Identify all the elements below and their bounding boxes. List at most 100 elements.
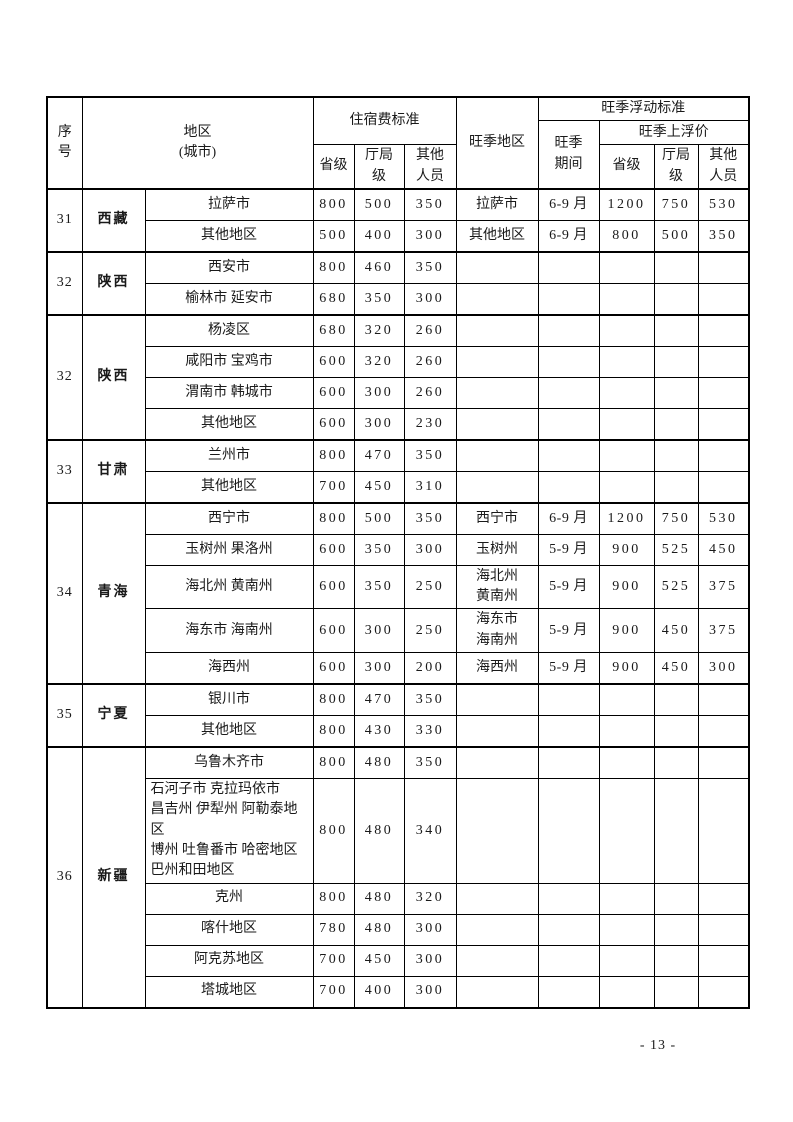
table-row: 33 甘肃 兰州市 800 470 350	[46, 439, 750, 504]
table-row: 榆林市 延安市 680 350 300	[47, 282, 750, 316]
peak-region-cell: 玉树州	[455, 533, 539, 566]
peak-period-cell	[537, 913, 600, 946]
table-row: 34 青海 西宁市 800 500 350 西宁市 6-9 月 1200 750 530	[46, 502, 750, 685]
header-peak-other-personnel: 其他 人员	[697, 144, 750, 190]
rate-bureau-cell: 320	[353, 345, 405, 378]
table-row: 其他地区 800 430 330	[47, 715, 750, 748]
row-number-cell: 34	[46, 502, 83, 685]
rate-bureau-cell: 480	[353, 913, 405, 946]
province-block: 34 青海 西宁市 800 500 350 西宁市 6-9 月 1200 750 530 玉树州 果洛…	[46, 502, 750, 685]
peak-region-cell	[455, 439, 539, 472]
rate-other-cell: 260	[403, 345, 457, 378]
peak-rate-provincial-cell	[598, 975, 655, 1009]
rate-provincial-cell: 800	[312, 439, 355, 472]
rate-provincial-cell: 600	[312, 407, 355, 441]
rate-bureau-cell: 480	[353, 778, 405, 884]
peak-rate-bureau-cell	[653, 913, 699, 946]
peak-period-cell	[537, 251, 600, 284]
rate-bureau-cell: 400	[353, 975, 405, 1009]
rate-bureau-cell: 350	[353, 282, 405, 316]
rate-other-cell: 300	[403, 282, 457, 316]
peak-rate-provincial-cell	[598, 407, 655, 441]
peak-rate-bureau-cell	[653, 407, 699, 441]
header-lodging-standard: 住宿费标准	[312, 96, 457, 146]
rate-bureau-cell: 350	[353, 564, 405, 610]
city-cell: 其他地区	[144, 219, 314, 253]
city-cell: 海北州 黄南州	[144, 564, 314, 610]
table-row: 36 新疆 乌鲁木齐市 800 480 350	[46, 746, 750, 1009]
peak-region-cell	[455, 470, 539, 504]
city-cell: 榆林市 延安市	[144, 282, 314, 316]
city-cell: 其他地区	[144, 407, 314, 441]
city-cell: 其他地区	[144, 470, 314, 504]
peak-rate-bureau-cell	[653, 470, 699, 504]
peak-rate-bureau-cell	[653, 746, 699, 780]
peak-rate-provincial-cell	[598, 439, 655, 472]
peak-rate-other-cell	[697, 746, 750, 780]
table-row: 海西州 600 300 200 海西州 5-9 月 900 450 300	[47, 652, 750, 685]
peak-rate-other-cell: 530	[697, 188, 750, 221]
peak-rate-bureau-cell	[653, 282, 699, 316]
peak-rate-provincial-cell	[598, 882, 655, 915]
peak-rate-provincial-cell	[598, 683, 655, 717]
peak-region-cell: 拉萨市	[455, 188, 539, 221]
rate-provincial-cell: 600	[312, 652, 355, 685]
peak-region-cell	[455, 407, 539, 441]
city-cell: 塔城地区	[144, 975, 314, 1009]
peak-rate-provincial-cell	[598, 470, 655, 504]
peak-rate-other-cell	[697, 376, 750, 409]
rate-bureau-cell: 400	[353, 219, 405, 253]
lodging-rate-table: 序 号 地区 (城市) 住宿费标准 旺季地区 旺季浮动标准 旺季 期间 旺季上浮…	[46, 96, 751, 1009]
rate-other-cell: 300	[403, 219, 457, 253]
peak-rate-bureau-cell	[653, 944, 699, 977]
rate-bureau-cell: 450	[353, 470, 405, 504]
city-cell: 其他地区	[144, 715, 314, 748]
peak-rate-bureau-cell: 750	[653, 502, 699, 535]
city-cell: 喀什地区	[144, 913, 314, 946]
province-block: 32 陕西 杨凌区 680 320 260 咸阳市 宝鸡市 600 320 260 渭南市 韩城市 6…	[46, 314, 750, 441]
rate-provincial-cell: 600	[312, 345, 355, 378]
peak-rate-other-cell	[697, 913, 750, 946]
rate-provincial-cell: 680	[312, 314, 355, 347]
peak-region-cell	[455, 683, 539, 717]
peak-rate-other-cell	[697, 715, 750, 748]
table-row: 海东市 海南州 600 300 250 海东市 海南州 5-9 月 900 450 375	[47, 608, 750, 654]
city-cell: 西宁市	[144, 502, 314, 535]
header-peak-region: 旺季地区	[455, 96, 539, 190]
rate-provincial-cell: 800	[312, 683, 355, 717]
peak-rate-provincial-cell	[598, 715, 655, 748]
peak-period-cell	[537, 282, 600, 316]
peak-period-cell	[537, 314, 600, 347]
table-row: 35 宁夏 银川市 800 470 350	[46, 683, 750, 748]
rate-other-cell: 350	[403, 251, 457, 284]
peak-rate-bureau-cell	[653, 715, 699, 748]
peak-region-cell	[455, 778, 539, 884]
peak-region-cell: 西宁市	[455, 502, 539, 535]
rate-provincial-cell: 800	[312, 715, 355, 748]
table-row: 其他地区 500 400 300 其他地区 6-9 月 800 500 350	[47, 219, 750, 253]
table-header: 序 号 地区 (城市) 住宿费标准 旺季地区 旺季浮动标准 旺季 期间 旺季上浮…	[46, 96, 750, 190]
rate-other-cell: 300	[403, 913, 457, 946]
rate-other-cell: 350	[403, 439, 457, 472]
peak-region-cell	[455, 376, 539, 409]
province-cell: 陕西	[81, 314, 146, 441]
header-bureau-level: 厅局 级	[353, 144, 405, 190]
peak-rate-bureau-cell	[653, 439, 699, 472]
row-number-cell: 31	[46, 188, 83, 253]
rate-bureau-cell: 500	[353, 188, 405, 221]
province-block: 32 陕西 西安市 800 460 350 榆林市 延安市 680 350 300	[46, 251, 750, 316]
peak-period-cell: 5-9 月	[537, 652, 600, 685]
table-row: 玉树州 果洛州 600 350 300 玉树州 5-9 月 900 525 450	[47, 533, 750, 566]
rate-other-cell: 350	[403, 502, 457, 535]
peak-region-cell	[455, 251, 539, 284]
row-number-cell: 36	[46, 746, 83, 1009]
city-cell: 海西州	[144, 652, 314, 685]
rate-bureau-cell: 470	[353, 439, 405, 472]
peak-rate-provincial-cell: 900	[598, 564, 655, 610]
province-block: 35 宁夏 银川市 800 470 350 其他地区 800 430 330	[46, 683, 750, 748]
peak-rate-other-cell	[697, 683, 750, 717]
table-row: 塔城地区 700 400 300	[47, 975, 750, 1009]
city-cell: 银川市	[144, 683, 314, 717]
province-cell: 青海	[81, 502, 146, 685]
header-row-2: 旺季 期间 旺季上浮价	[47, 120, 750, 190]
